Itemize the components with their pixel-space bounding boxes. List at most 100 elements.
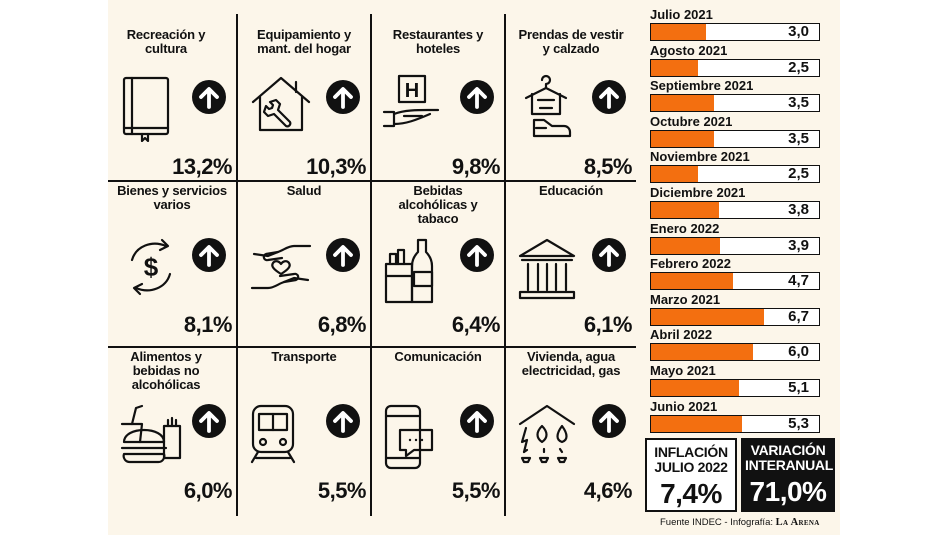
category-cell: Comunicación 5,5% [372,348,504,520]
category-cell: Transporte 5,5% [238,348,370,520]
bar-row: Agosto 2021 2,5 [650,42,822,80]
bar-row: Octubre 2021 3,5 [650,113,822,151]
up-arrow-icon [192,404,226,438]
up-arrow-icon [326,238,360,272]
category-label: Recreación y cultura [126,27,206,56]
up-arrow-icon [592,238,626,272]
month-label: Diciembre 2021 [650,185,746,200]
month-label: Agosto 2021 [650,42,728,58]
category-value: 9,8% [451,154,501,179]
month-label: Junio 2021 [650,398,718,414]
category-grid: Recreación y cultura 13,2% Equipamiento y … [108,10,636,520]
category-cell: Alimentos y bebidas no alcohólicas 6,0% [108,348,236,520]
grid-divider [108,346,636,348]
bar-track: 3,5 [650,129,820,148]
category-cell: Recreación y cultura 13,2% [108,10,236,180]
bar-value-label: 5,3 [788,414,809,432]
train-icon [248,402,298,471]
utilities-house-icon [516,402,578,471]
up-arrow-icon [592,404,626,438]
house-wrench-icon [248,72,314,141]
month-label: Enero 2022 [650,220,720,236]
category-cell: Bienes y servicios varios $8,1% [108,182,236,346]
month-label: Abril 2022 [650,327,713,343]
category-cell: Vivienda, agua electricidad, gas 4,6% [506,348,636,520]
up-arrow-icon [460,238,494,272]
bar [651,24,707,40]
up-arrow-icon [460,404,494,438]
bar-track: 3,9 [650,236,820,255]
category-label: Transporte [271,349,337,364]
category-label: Alimentos y bebidas no alcohólicas [130,349,202,392]
grid-divider [108,180,636,182]
bar-row: Marzo 2021 6,7 [650,292,822,329]
category-value: 5,5% [451,478,501,503]
bar-track: 5,1 [650,379,820,397]
month-label: Septiembre 2021 [650,78,754,94]
bar [651,344,754,361]
health-hands-icon [248,236,314,303]
category-value: 6,0% [183,478,233,503]
inflation-value: 7,4% [660,478,722,509]
category-cell: Restaurantes y hoteles H 9,8% [372,10,504,180]
category-value: 4,6% [583,478,633,503]
bar [651,166,699,183]
inflation-title: INFLACIÓN JULIO 2022 [654,444,728,475]
up-arrow-icon [592,80,626,114]
category-label: Comunicación [394,349,482,364]
bottle-cigarettes-icon [382,236,438,311]
category-label: Restaurantes y hoteles [392,27,484,56]
phone-chat-icon [382,402,438,477]
bar-track: 2,5 [650,165,820,184]
bar-value-label: 5,1 [788,379,809,396]
bar-track: 3,5 [650,94,820,113]
bar-value-label: 3,8 [788,201,809,218]
building-columns-icon [516,236,578,305]
bar [651,380,740,396]
clothing-shoe-icon [516,72,578,147]
grid-divider [236,14,238,516]
bar-value-label: 2,5 [788,165,809,183]
bar-value-label: 3,5 [788,94,809,112]
monthly-inflation-chart: Julio 2021 3,0 Agosto 2021 2,5 Septiembre 20… [650,8,822,436]
yoy-value: 71,0% [749,476,827,507]
category-value: 6,4% [451,312,501,337]
category-value: 13,2% [172,154,232,179]
category-label: Prendas de vestir y calzado [518,27,624,56]
up-arrow-icon [326,404,360,438]
month-label: Noviembre 2021 [650,149,750,165]
month-label: Julio 2021 [650,7,713,22]
category-label: Educación [539,183,603,198]
bar-row: Junio 2021 5,3 [650,398,822,436]
category-cell: Salud 6,8% [238,182,370,346]
bar [651,237,721,254]
bar [651,415,743,432]
up-arrow-icon [192,80,226,114]
up-arrow-icon [460,80,494,114]
category-label: Vivienda, agua electricidad, gas [521,349,621,378]
bar-track: 3,8 [650,201,820,219]
svg-text:H: H [405,80,419,102]
bar [651,308,765,325]
up-arrow-icon [326,80,360,114]
bar-value-label: 6,0 [788,343,809,361]
category-value: 6,1% [583,312,633,337]
yoy-variation-box: VARIACIÓN INTERANUAL 71,0% [741,438,835,512]
grid-divider [370,14,372,516]
bar [651,273,733,290]
bar [651,95,715,112]
category-cell: Equipamiento y mant. del hogar 10,3% [238,10,370,180]
bar [651,59,699,76]
bar-track: 4,7 [650,272,820,291]
bar-row: Abril 2022 6,0 [650,328,822,364]
bar-row: Noviembre 2021 2,5 [650,150,822,186]
bar-track: 3,0 [650,23,820,41]
bar-value-label: 3,0 [788,23,809,40]
month-label: Octubre 2021 [650,113,733,129]
category-label: Salud [286,183,322,198]
grid-divider [504,14,506,516]
bar [651,130,715,147]
bar-row: Febrero 2022 4,7 [650,257,822,293]
bar-track: 6,7 [650,307,820,326]
category-label: Bienes y servicios varios [117,183,227,212]
